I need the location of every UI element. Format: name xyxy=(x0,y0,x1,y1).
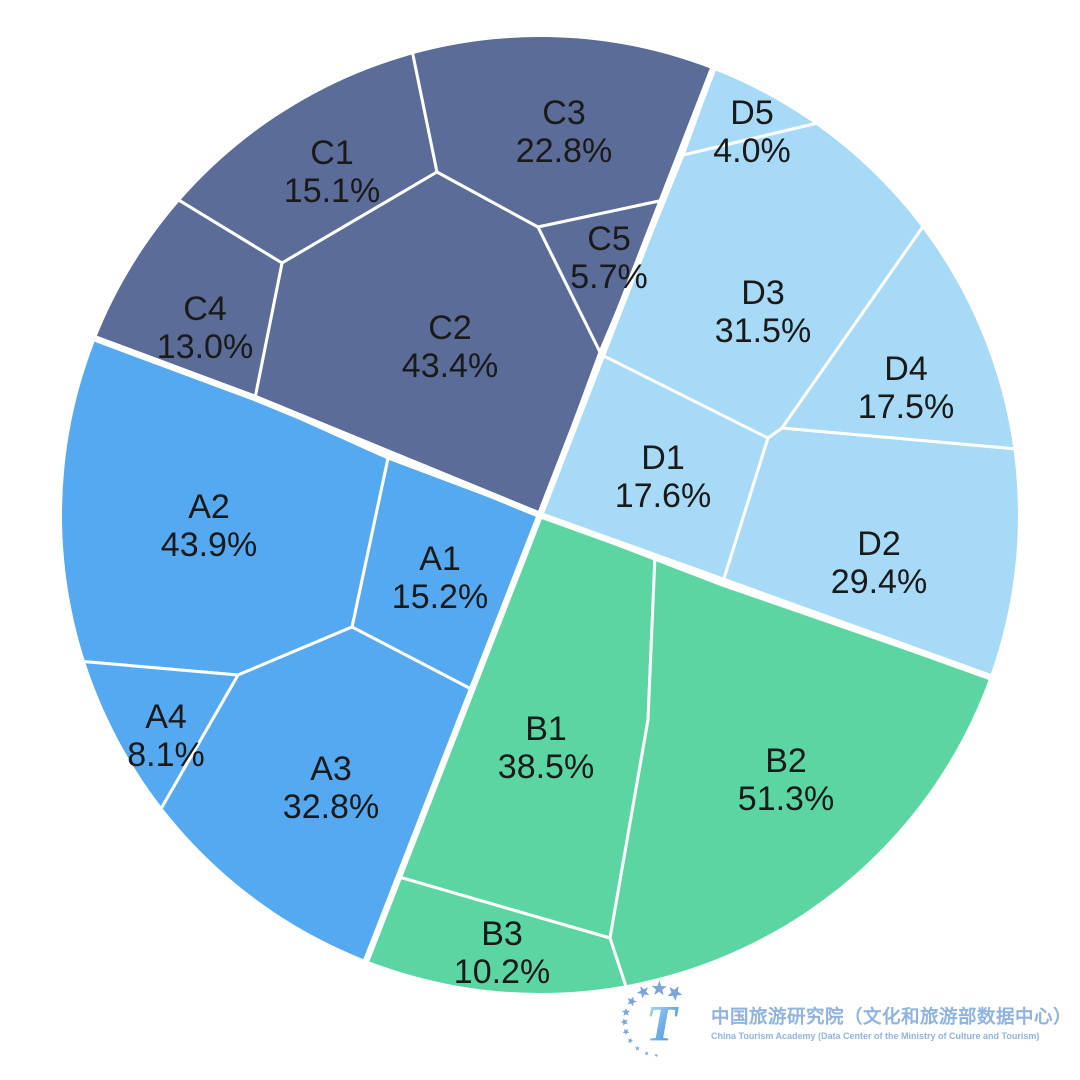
cell-label-A1: A1 15.2% xyxy=(392,540,488,616)
star-icon xyxy=(636,986,650,999)
logo-title-en: China Tourism Academy (Data Center of th… xyxy=(710,1031,1040,1041)
star-icon xyxy=(627,996,637,1007)
cell-percent: 43.9% xyxy=(161,526,257,564)
cell-percent: 15.1% xyxy=(284,172,380,210)
star-icon xyxy=(620,1018,628,1026)
group-boundary xyxy=(536,37,738,519)
cell-percent: 10.2% xyxy=(454,953,550,991)
cell-label-C1: C1 15.1% xyxy=(284,134,380,210)
cell-percent: 8.1% xyxy=(127,736,205,774)
cell-label-D2: D2 29.4% xyxy=(831,525,927,601)
cell-label-D1: D1 17.6% xyxy=(615,439,711,515)
cell-percent: 5.7% xyxy=(570,258,648,296)
labels-layer: A1 15.2% A2 43.9% A3 32.8% A4 8.1% B1 38.5% B2 51.3… xyxy=(127,94,954,991)
cell-percent: 43.4% xyxy=(402,347,498,385)
star-icon xyxy=(654,1053,659,1058)
star-arc-icon xyxy=(620,980,683,1058)
star-icon xyxy=(622,1028,630,1036)
cell-percent: 15.2% xyxy=(392,578,488,616)
group-boundaries-layer xyxy=(62,37,1018,993)
cell-percent: 31.5% xyxy=(715,312,811,350)
cell-name: A4 xyxy=(145,698,187,736)
logo-title-zh: 中国旅游研究院（文化和旅游部数据中心） xyxy=(710,1006,1072,1027)
cell-label-C3: C3 22.8% xyxy=(516,94,612,170)
cell-name: D4 xyxy=(884,350,927,388)
cell-name: B1 xyxy=(525,710,567,748)
cell-label-C5: C5 5.7% xyxy=(570,220,648,296)
group-boundary xyxy=(62,314,544,519)
cell-label-B1: B1 38.5% xyxy=(498,710,594,786)
cell-percent: 22.8% xyxy=(516,132,612,170)
t-letter-icon: T xyxy=(646,996,679,1052)
cell-label-D5: D5 4.0% xyxy=(713,94,791,170)
cell-name: D5 xyxy=(730,94,773,132)
star-icon xyxy=(621,1007,631,1016)
cell-label-B2: B2 51.3% xyxy=(738,742,834,818)
cell-label-D3: D3 31.5% xyxy=(715,274,811,350)
cell-A2 xyxy=(62,316,390,677)
cell-percent: 51.3% xyxy=(738,780,834,818)
star-icon xyxy=(644,1051,649,1056)
cell-label-A2: A2 43.9% xyxy=(161,488,257,564)
cell-label-C2: C2 43.4% xyxy=(402,309,498,385)
group-boundary xyxy=(341,511,544,993)
cell-name: B2 xyxy=(765,742,807,780)
cell-percent: 32.8% xyxy=(283,788,379,826)
cta-star-t-emblem-icon: T xyxy=(620,980,683,1058)
cell-percent: 17.6% xyxy=(615,477,711,515)
cell-name: D3 xyxy=(741,274,784,312)
cell-percent: 38.5% xyxy=(498,748,594,786)
cell-label-C4: C4 13.0% xyxy=(157,290,253,366)
cell-name: C1 xyxy=(310,134,353,172)
cell-name: A1 xyxy=(419,540,461,578)
cell-label-B3: B3 10.2% xyxy=(454,915,550,991)
cell-name: D2 xyxy=(857,525,900,563)
star-icon xyxy=(634,1045,640,1051)
cell-name: C2 xyxy=(428,309,471,347)
cell-percent: 13.0% xyxy=(157,328,253,366)
cell-percent: 4.0% xyxy=(713,132,791,170)
cell-name: C3 xyxy=(542,94,585,132)
cell-name: A2 xyxy=(188,488,230,526)
group-boundary xyxy=(536,511,1018,701)
cell-name: D1 xyxy=(641,439,684,477)
cta-logo: T 中国旅游研究院（文化和旅游部数据中心） China Tourism Acad… xyxy=(614,978,1072,1066)
cell-label-A3: A3 32.8% xyxy=(283,750,379,826)
cell-percent: 29.4% xyxy=(831,563,927,601)
star-icon xyxy=(667,986,683,1001)
cell-name: C4 xyxy=(183,290,226,328)
cell-label-D4: D4 17.5% xyxy=(858,350,954,426)
cell-name: A3 xyxy=(310,750,352,788)
star-icon xyxy=(627,1037,634,1044)
cell-name: C5 xyxy=(587,220,630,258)
star-icon xyxy=(651,980,667,996)
cell-name: B3 xyxy=(481,915,523,953)
cell-percent: 17.5% xyxy=(858,388,954,426)
cell-label-A4: A4 8.1% xyxy=(127,698,205,774)
